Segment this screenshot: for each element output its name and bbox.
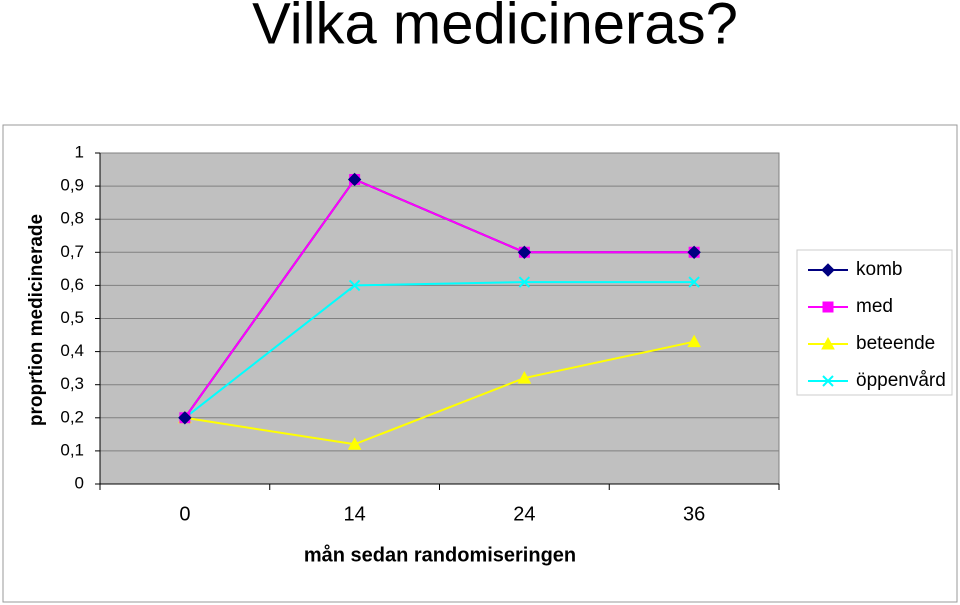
legend-label: beteende: [856, 333, 935, 354]
data-point: [687, 245, 701, 260]
chart-title: Vilka medicineras?: [252, 0, 738, 56]
data-point: [517, 371, 532, 384]
x-tick-label: 14: [344, 503, 366, 525]
data-point: [347, 437, 362, 450]
y-tick-label: 1: [75, 142, 84, 161]
y-tick-label: 0,4: [60, 341, 84, 360]
data-point: [347, 172, 362, 187]
data-point: [518, 276, 531, 288]
data-point: [517, 245, 532, 260]
y-tick-label: 0,1: [60, 440, 84, 459]
y-tick-label: 0,3: [60, 374, 84, 393]
y-tick-label: 0,7: [60, 242, 84, 261]
x-tick-label: 36: [683, 503, 705, 525]
legend-label: komb: [856, 259, 902, 280]
y-tick-label: 0,5: [60, 308, 84, 327]
y-tick-label: 0,6: [60, 275, 84, 294]
data-point: [348, 279, 361, 292]
legend-marker: [821, 263, 835, 277]
legend: [796, 249, 953, 396]
y-tick-label: 0,8: [60, 209, 84, 228]
legend-marker: [822, 301, 834, 313]
data-point: [687, 334, 701, 348]
series-line: [184, 281, 695, 419]
x-tick-label: 24: [513, 503, 535, 525]
series-line: [184, 178, 695, 419]
data-point: [688, 276, 700, 288]
x-tick-label: 0: [179, 503, 190, 525]
legend-label: med: [856, 296, 893, 317]
y-tick-label: 0,9: [60, 176, 84, 195]
x-axis-label: mån sedan randomiseringen: [304, 543, 576, 566]
y-tick-label: 0,2: [60, 407, 84, 426]
legend-label: öppenvård: [856, 370, 946, 391]
y-tick-label: 0: [75, 473, 84, 492]
legend-marker: [822, 375, 834, 387]
series-line: [184, 340, 695, 446]
legend-marker: [821, 336, 835, 350]
data-point: [178, 411, 192, 425]
y-axis-label: proprtion medicinerade: [26, 214, 47, 426]
